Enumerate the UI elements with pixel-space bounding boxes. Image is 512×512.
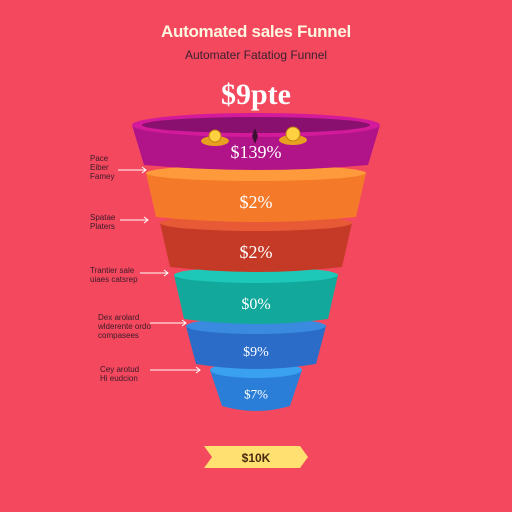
stage-label: Pace Eiber Famey [90,154,115,181]
coin-icon [201,129,229,146]
badge-ribbon [204,446,308,468]
stage-value: $2% [240,192,273,212]
arrow-head-icon [143,216,149,224]
funnel-stage-5: $9% [186,318,326,369]
badge-value: $10K [241,451,271,465]
arrow-head-icon [181,319,187,327]
funnel-stage-6: $7% [210,362,302,411]
sparkle-icon [252,128,258,144]
stage-value: $7% [244,387,268,402]
page-title: Automated sales Funnel [161,22,351,41]
stage-value: $0% [241,296,270,313]
arrow-head-icon [141,166,147,174]
funnel-stage-4: $0% [174,267,338,324]
arrow-head-icon [195,366,201,374]
coin-icon [279,126,307,145]
page-subtitle: Automater Fatatiog Funnel [184,48,328,62]
funnel-stage-3: $2% [160,215,352,272]
funnel-stage-2: $2% [146,165,366,222]
stage-label: Cey arotud Hi eudcion [100,365,140,383]
stage-label: Spatae Platers [90,213,116,231]
stage-label: Dex arolard wlderente ordo compasees [98,313,151,340]
stage-value: $139% [231,142,282,162]
funnel-stage-1: $139% [132,113,380,170]
arrow-head-icon [163,269,169,277]
headline-value: $9pte [221,78,291,111]
stage-label: Trantier sale uiaes catsrep [90,266,138,284]
stage-value: $9% [243,345,269,360]
stage-value: $2% [240,242,273,262]
